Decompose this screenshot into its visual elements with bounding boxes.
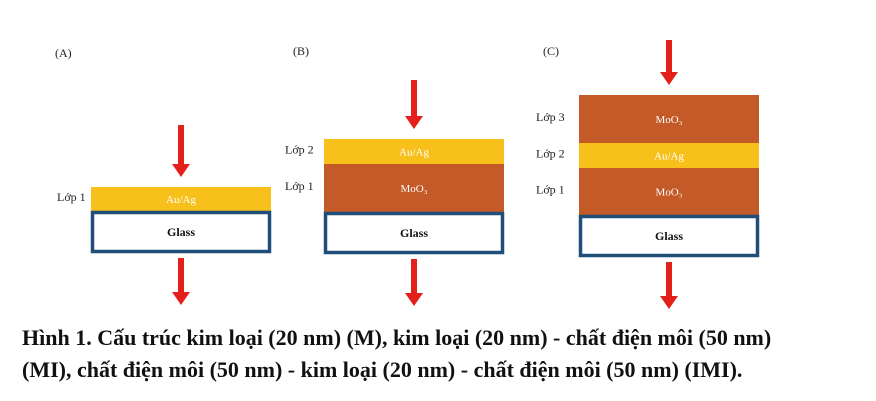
layer-side-label: Lớp 1 (57, 190, 86, 204)
arrow-shaft (666, 262, 672, 297)
layer (91, 187, 271, 211)
panel-label: (A) (55, 46, 72, 60)
panel-label: (C) (543, 44, 559, 58)
layer-text: MoO₃ (400, 183, 427, 195)
layer-text: Au/Ag (399, 147, 429, 159)
glass-text: Glass (655, 229, 683, 243)
layer-side-label: Lớp 1 (536, 183, 565, 197)
layer-side-label: Lớp 2 (285, 143, 314, 157)
layer-text: MoO₃ (655, 187, 682, 199)
layer-text: Au/Ag (654, 151, 684, 163)
layer (579, 95, 759, 143)
glass-text: Glass (400, 226, 428, 240)
arrow-shaft (411, 80, 417, 117)
glass (90, 210, 272, 254)
panel-label: (B) (293, 44, 309, 58)
layer (579, 143, 759, 168)
caption-line: Hình 1. Cấu trúc kim loại (20 nm) (M), k… (22, 325, 771, 350)
layer (324, 164, 504, 212)
arrow-head (172, 292, 190, 305)
arrow-head (660, 72, 678, 85)
layer (324, 139, 504, 164)
arrow-head (660, 296, 678, 309)
arrow-shaft (178, 125, 184, 165)
arrow-shaft (178, 258, 184, 293)
layer-side-label: Lớp 1 (285, 179, 314, 193)
arrow-head (405, 116, 423, 129)
layer-text: Au/Ag (166, 194, 196, 206)
layer-side-label: Lớp 3 (536, 110, 565, 124)
layer-text: MoO₃ (655, 114, 682, 126)
arrow-shaft (411, 259, 417, 294)
glass (323, 211, 505, 255)
glass-text: Glass (167, 225, 195, 239)
glass (578, 214, 760, 258)
arrow-head (405, 293, 423, 306)
layer (579, 168, 759, 215)
arrow-shaft (666, 40, 672, 73)
arrow-head (172, 164, 190, 177)
layer-side-label: Lớp 2 (536, 147, 565, 161)
caption-line: (MI), chất điện môi (50 nm) - kim loại (… (22, 357, 742, 382)
